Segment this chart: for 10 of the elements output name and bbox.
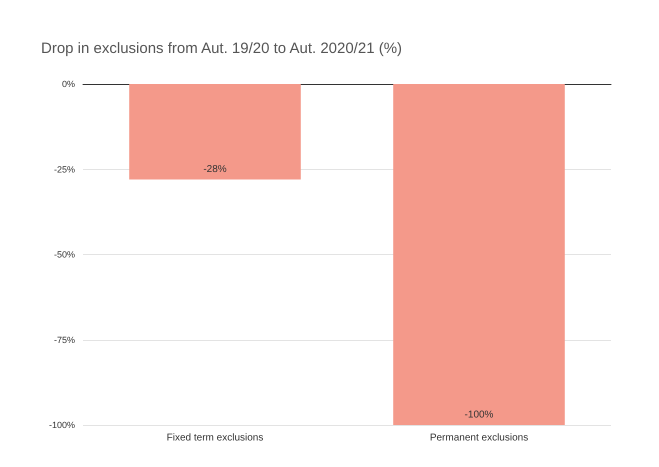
chart-title: Drop in exclusions from Aut. 19/20 to Aut. 2020/21 (%) bbox=[41, 40, 402, 57]
y-tick-label: -75% bbox=[54, 334, 75, 345]
x-tick-label: Permanent exclusions bbox=[430, 432, 528, 444]
y-tick-label: -100% bbox=[48, 420, 75, 430]
y-tick-label: 0% bbox=[62, 79, 75, 89]
data-label: -28% bbox=[203, 164, 227, 175]
x-tick-label: Fixed term exclusions bbox=[166, 432, 264, 444]
y-tick-label: -50% bbox=[54, 250, 75, 260]
data-label: -100% bbox=[464, 410, 494, 420]
y-tick-label: -25% bbox=[54, 164, 75, 174]
